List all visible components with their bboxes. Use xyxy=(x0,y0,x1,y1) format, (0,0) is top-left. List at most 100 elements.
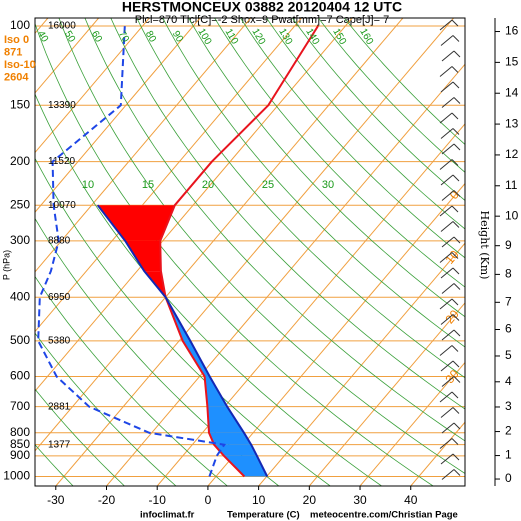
wind-barb xyxy=(451,66,459,73)
y2-tick-label: 1 xyxy=(505,448,512,462)
credit: meteocentre.com/Christian Page xyxy=(310,510,458,521)
isotherm xyxy=(35,18,150,154)
wind-barb xyxy=(453,422,461,430)
wind-barb xyxy=(441,97,455,108)
cape-area xyxy=(97,205,175,241)
cape-area xyxy=(182,340,210,377)
dry-adiabat xyxy=(188,18,465,318)
wind-barb xyxy=(441,236,455,248)
height-label: 5380 xyxy=(48,335,71,346)
wind-barb xyxy=(439,159,453,170)
wind-barb xyxy=(453,329,461,337)
isotherm xyxy=(106,63,465,486)
wind-barb xyxy=(453,469,461,476)
wind-barb xyxy=(441,50,455,62)
wind-barb xyxy=(452,314,460,321)
wet-adiabat-label: 30 xyxy=(322,179,334,191)
x-tick-label: 0 xyxy=(205,493,212,507)
y-tick-label: 500 xyxy=(10,333,30,347)
wind-barb xyxy=(440,360,454,372)
wind-barb xyxy=(451,205,459,213)
adiabat-label: 110 xyxy=(223,27,241,47)
wind-barb xyxy=(452,35,460,42)
x-axis-title: Temperature (C) xyxy=(227,510,300,521)
profile-line xyxy=(37,25,227,477)
adiabat-label: 60 xyxy=(89,29,104,45)
height-label: 2881 xyxy=(48,401,71,412)
dry-adiabat xyxy=(162,18,465,348)
height-label: 10070 xyxy=(48,200,76,211)
y-tick-label: 250 xyxy=(10,197,30,211)
cape-area xyxy=(125,240,161,272)
x-tick-label: 30 xyxy=(353,493,367,507)
plot-area xyxy=(37,25,319,478)
wind-barb xyxy=(440,35,454,46)
wind-barb xyxy=(453,143,461,151)
chart-subtitle: Plcl=870 Tlcl[C]=-2 Shox=9 Pwat[mm]=7 Ca… xyxy=(135,14,389,26)
isotherm xyxy=(35,18,252,273)
y-tick-label: 1000 xyxy=(3,469,30,483)
wind-barb xyxy=(452,81,460,89)
wind-barb xyxy=(440,81,454,93)
cape-area xyxy=(207,406,244,433)
height-label: 1377 xyxy=(48,439,71,450)
height-label: 16000 xyxy=(48,21,76,32)
wind-barb xyxy=(451,298,459,306)
wind-barb xyxy=(451,391,459,399)
wet-adiabat-label: 15 xyxy=(142,179,154,191)
y2-tick-label: 7 xyxy=(505,294,512,308)
wind-barb xyxy=(439,205,453,217)
y-tick-label: 600 xyxy=(10,369,30,383)
dry-adiabat xyxy=(292,18,465,201)
credit: infoclimat.fr xyxy=(140,510,195,521)
adiabat-label: 150 xyxy=(330,27,348,47)
isotherm xyxy=(308,302,465,486)
y2-tick-label: 8 xyxy=(505,267,512,281)
height-label: 8880 xyxy=(48,236,71,247)
y2-tick-label: 16 xyxy=(505,24,519,38)
isotherm xyxy=(35,18,201,213)
wind-barb xyxy=(439,19,453,31)
wind-barb xyxy=(453,190,461,197)
wet-adiabat-label: 10 xyxy=(82,179,94,191)
wind-barb xyxy=(441,376,455,387)
y-tick-label: 900 xyxy=(10,448,30,462)
wind-barb xyxy=(440,221,454,232)
dry-adiabat xyxy=(214,18,465,288)
wind-barb xyxy=(441,283,455,294)
note: Iso 0 xyxy=(4,34,29,46)
y-tick-label: 800 xyxy=(10,425,30,439)
dry-adiabat xyxy=(240,18,465,259)
isotherm xyxy=(207,182,465,486)
wind-barb xyxy=(451,112,459,120)
wind-barb xyxy=(440,314,454,325)
wind-barb xyxy=(453,283,461,290)
y2-tick-label: 4 xyxy=(505,374,512,388)
isotherm xyxy=(35,18,404,452)
dry-adiabat xyxy=(266,18,465,230)
adiabat-label: 50 xyxy=(62,29,77,45)
y2-tick-label: 3 xyxy=(505,399,512,413)
wind-barb xyxy=(440,407,454,418)
y2-tick-label: 11 xyxy=(505,178,518,192)
wet-adiabat-label: 25 xyxy=(262,179,274,191)
wind-barb xyxy=(441,469,455,480)
isotherm xyxy=(359,361,465,486)
cape-area xyxy=(214,444,257,456)
dry-adiabat xyxy=(136,18,465,379)
y2-tick-label: 6 xyxy=(505,322,512,336)
y-tick-label: 100 xyxy=(10,18,30,32)
y2-tick-label: 9 xyxy=(505,238,512,252)
wind-barb xyxy=(451,438,459,445)
dry-adiabat xyxy=(35,275,228,486)
wind-barb xyxy=(439,391,453,403)
wind-barb xyxy=(452,267,460,275)
wind-barb xyxy=(441,143,455,155)
isotherm xyxy=(35,18,100,94)
wind-barb xyxy=(453,236,461,244)
wind-barb xyxy=(452,174,460,182)
wind-barb xyxy=(439,112,453,124)
adiabat-label: 100 xyxy=(195,27,213,47)
x-tick-label: -30 xyxy=(47,493,65,507)
y-axis-title: P (hPa) xyxy=(1,250,11,280)
